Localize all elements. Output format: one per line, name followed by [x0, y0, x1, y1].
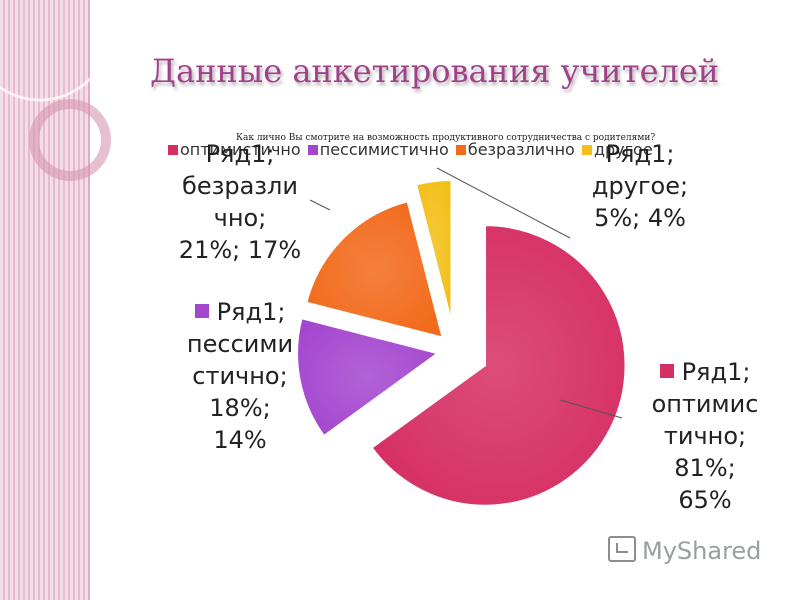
- legend-swatch: [455, 145, 466, 155]
- legend-swatch: [307, 145, 318, 155]
- watermark-text: MyShared: [642, 537, 762, 565]
- legend-swatch: [581, 145, 592, 155]
- data-label-line: безразли: [150, 170, 330, 202]
- legend-label: другое: [593, 140, 653, 159]
- chart-title: Как лично Вы смотрите на возможность про…: [236, 133, 656, 143]
- pie-slice-pessimistic: [296, 317, 440, 437]
- pie-slices: [296, 179, 627, 507]
- data-label-line: Ряд1;: [150, 138, 330, 170]
- data-label-line: стично;: [160, 360, 320, 392]
- data-label-other: Ряд1; другое; 5%; 4%: [570, 138, 710, 234]
- leader-lines: [309, 167, 623, 419]
- legend-item: оптимистично: [168, 140, 301, 159]
- data-label-text: 14%: [213, 426, 267, 454]
- watermark-icon: [608, 536, 636, 562]
- data-label-line: 14%: [160, 424, 320, 456]
- legend-swatch: [168, 145, 178, 155]
- label-swatch: [659, 364, 674, 378]
- data-label-optimistic: Ряд1; оптимис тично; 81%; 65%: [620, 356, 790, 516]
- data-label-text: тично;: [663, 422, 747, 450]
- data-label-text: чно;: [213, 204, 267, 232]
- data-label-line: Ряд1;: [570, 138, 710, 170]
- data-label-line: пессими: [160, 328, 320, 360]
- pie-slice-indifferent: [305, 200, 444, 339]
- data-label-text: Ряд1;: [605, 140, 675, 168]
- data-label-line: тично;: [620, 420, 790, 452]
- data-label-line: 65%: [620, 484, 790, 516]
- legend-item: безразлично: [455, 140, 575, 159]
- data-label-line: 81%;: [620, 452, 790, 484]
- data-label-line: Ряд1;: [160, 296, 320, 328]
- watermark: MyShared: [608, 536, 761, 565]
- label-swatch: [194, 304, 209, 318]
- data-label-text: 21%; 17%: [178, 236, 302, 264]
- decorative-ring: [0, 0, 112, 102]
- data-label-line: 5%; 4%: [570, 202, 710, 234]
- pie-slice-other: [415, 179, 452, 321]
- chart-legend: оптимистично пессимистично безразлично д…: [168, 140, 655, 164]
- data-label-line: 21%; 17%: [150, 234, 330, 266]
- data-label-text: 5%; 4%: [594, 204, 686, 232]
- decorative-ring: [29, 99, 111, 181]
- data-label-text: безразли: [182, 172, 298, 200]
- data-label-line: Ряд1;: [620, 356, 790, 388]
- legend-label: оптимистично: [180, 140, 301, 159]
- leader-line: [559, 399, 623, 419]
- data-label-text: Ряд1;: [216, 298, 286, 326]
- data-label-line: 18%;: [160, 392, 320, 424]
- data-label-text: пессими: [186, 330, 294, 358]
- data-label-text: другое;: [591, 172, 689, 200]
- legend-item: пессимистично: [307, 140, 449, 159]
- data-label-text: стично;: [192, 362, 288, 390]
- data-label-text: Ряд1;: [681, 358, 751, 386]
- decorative-rings: [0, 0, 112, 181]
- pie-slice-optimistic: [370, 224, 627, 507]
- legend-label: безразлично: [467, 140, 575, 159]
- data-label-text: 81%;: [674, 454, 736, 482]
- data-label-text: оптимис: [651, 390, 759, 418]
- legend-label: пессимистично: [319, 140, 449, 159]
- slide-title: Данные анкетирования учителей: [150, 52, 720, 90]
- data-label-pessimistic: Ряд1; пессими стично; 18%; 14%: [160, 296, 320, 456]
- data-label-text: Ряд1;: [205, 140, 275, 168]
- leader-line: [436, 167, 571, 239]
- data-label-text: 65%: [678, 486, 732, 514]
- data-label-line: другое;: [570, 170, 710, 202]
- data-label-line: чно;: [150, 202, 330, 234]
- leader-line: [309, 199, 331, 211]
- data-label-indifferent: Ряд1; безразли чно; 21%; 17%: [150, 138, 330, 266]
- legend-item: другое: [581, 140, 653, 159]
- data-label-text: 18%;: [209, 394, 271, 422]
- data-label-line: оптимис: [620, 388, 790, 420]
- band-edge: [88, 0, 90, 600]
